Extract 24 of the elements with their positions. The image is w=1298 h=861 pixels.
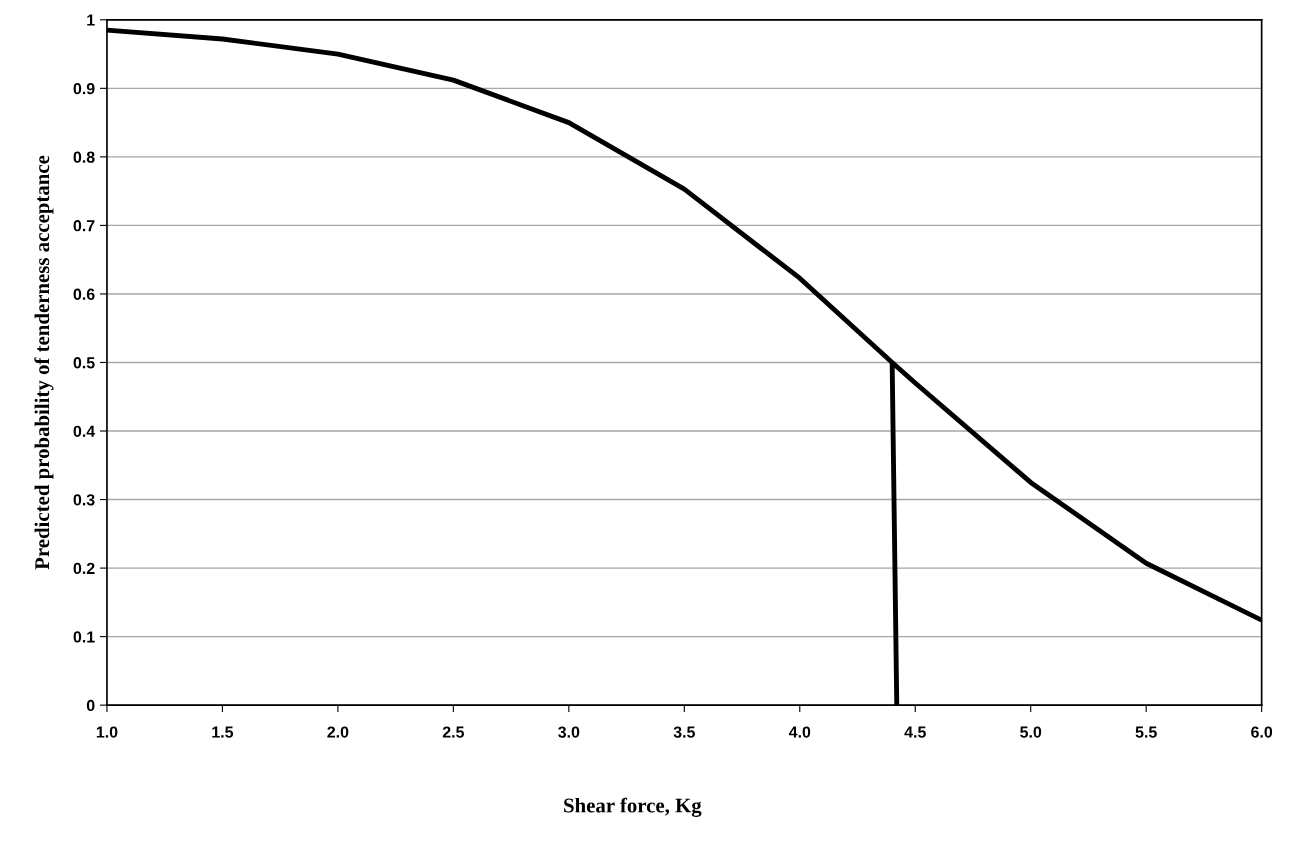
y-tick-label: 0.3	[73, 494, 95, 506]
x-tick-label: 1.5	[212, 726, 234, 738]
y-tick-label: 0.6	[73, 288, 95, 300]
x-tick-label: 4.5	[904, 726, 926, 738]
x-tick-label: 2.0	[327, 726, 349, 738]
y-axis-title: Predicted probability of tenderness acceptance	[34, 155, 54, 570]
x-tick-label: 2.5	[442, 726, 465, 738]
y-tick-label: 0.4	[73, 425, 96, 437]
x-tick-label: 5.5	[1135, 726, 1157, 738]
y-tick-label: 0.9	[73, 82, 95, 95]
x-tick-label: 3.5	[673, 726, 695, 738]
y-tick-label: 0.8	[73, 151, 95, 163]
x-tick-label: 4.0	[788, 726, 811, 738]
x-tick-label: 5.0	[1020, 726, 1042, 738]
y-tick-label: 0.2	[73, 562, 95, 575]
x-tick-label: 1.0	[96, 726, 118, 738]
y-tick-label: 1	[87, 14, 95, 26]
y-tick-label: 0	[86, 699, 95, 712]
y-tick-label: 0.7	[73, 220, 95, 232]
x-axis-title: Shear force, Kg	[564, 797, 702, 817]
x-tick-label: 3.0	[558, 726, 580, 738]
y-tick-label: 0.1	[73, 631, 95, 643]
y-tick-label: 0.5	[73, 357, 95, 369]
x-tick-label: 6.0	[1251, 726, 1273, 738]
